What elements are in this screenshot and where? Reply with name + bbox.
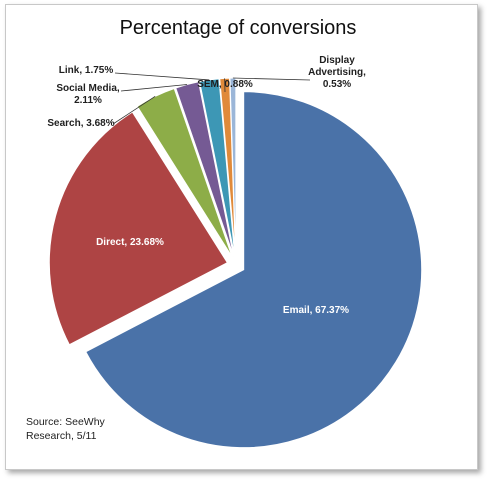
slice-label-display-advertising: Display Advertising, 0.53% [308, 55, 366, 90]
slice-label-direct: Direct, 23.68% [96, 237, 164, 248]
slice-label-social-media: Social Media, 2.11% [56, 83, 120, 106]
leader-line-social-media [120, 84, 188, 92]
slice-label-email: Email, 67.37% [283, 305, 349, 316]
slice-label-link: Link, 1.75% [59, 65, 114, 76]
slice-label-search: Search, 3.68% [47, 118, 114, 129]
leader-line-link [114, 72, 210, 81]
pie-slice-direct [48, 111, 229, 346]
leader-line-search [112, 96, 156, 125]
leader-line-display-advertising [232, 77, 311, 81]
pie-slice-email [85, 91, 423, 449]
chart-title: Percentage of conversions [120, 17, 357, 39]
source-note: Source: SeeWhy Research, 5/11 [26, 416, 106, 442]
source-note-text: Source: SeeWhy Research, 5/11 [26, 416, 106, 442]
slice-label-sem: SEM, 0.88% [197, 79, 253, 90]
